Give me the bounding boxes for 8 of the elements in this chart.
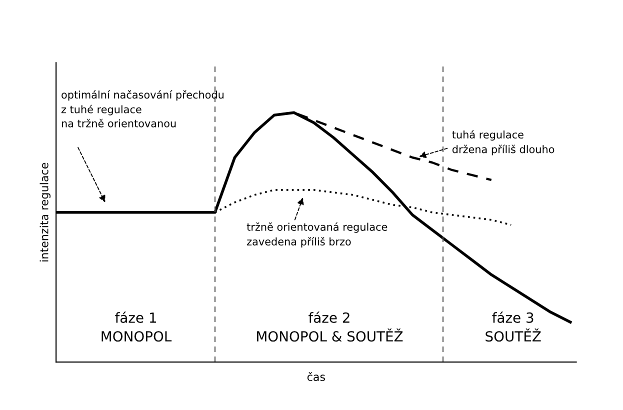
x-axis-title: čas: [307, 372, 325, 382]
annotation: fáze 1 MONOPOL: [102, 312, 172, 342]
annotation: optimální načasování přechodu z tuhé regulace na tržně orientovanou: [61, 90, 224, 128]
annotation: tuhá regulace držena příliš dlouho: [452, 130, 554, 156]
annotation: tržně orientovaná regulace zavedena příliš brzo: [246, 222, 388, 248]
y-axis-title: intenzita regulace: [40, 162, 51, 262]
annotation: fáze 2 MONOPOL & SOUTĚŽ: [257, 312, 403, 342]
annotation: fáze 3 SOUTĚŽ: [486, 312, 541, 342]
